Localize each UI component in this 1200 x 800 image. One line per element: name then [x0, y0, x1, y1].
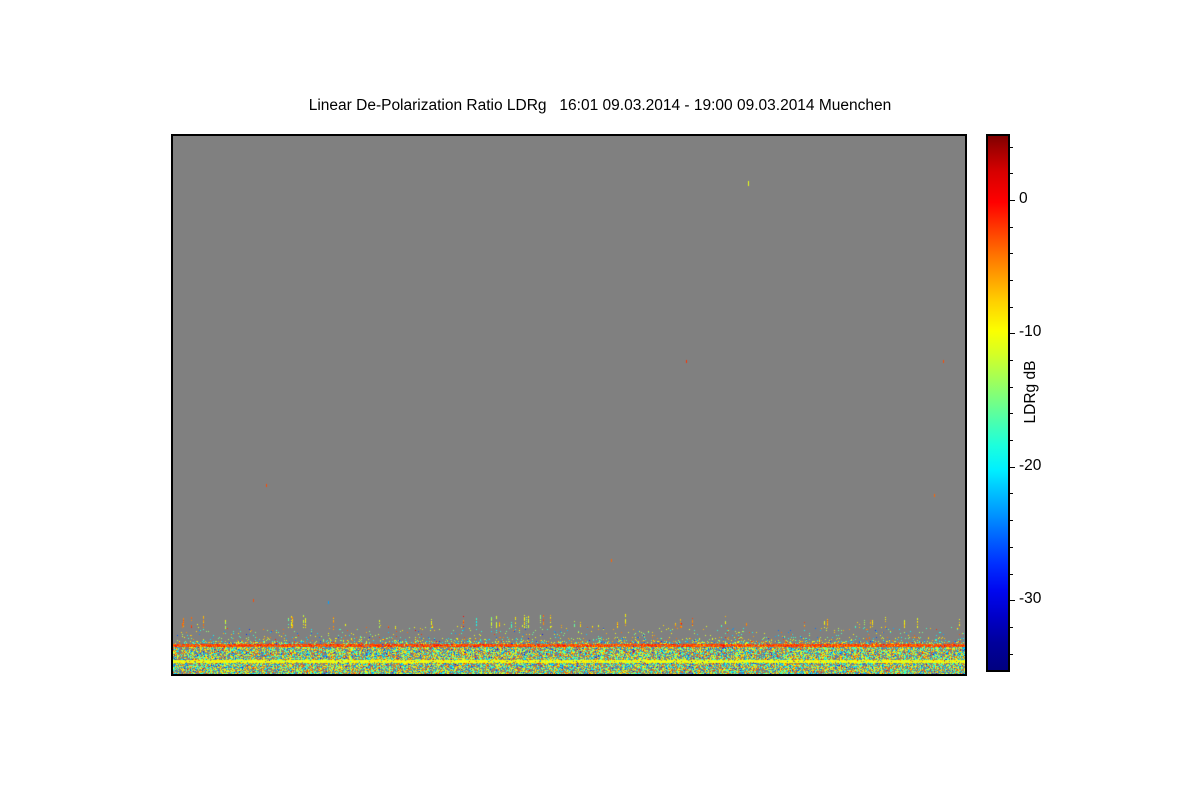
x-axis-minor-tick: [877, 674, 878, 676]
x-axis-minor-tick: [390, 674, 391, 676]
colorbar-minor-tick: [1010, 386, 1013, 388]
x-axis-minor-tick-top: [390, 134, 391, 136]
x-axis-minor-tick-top: [700, 134, 701, 136]
colorbar-tick-label: 0: [1019, 189, 1028, 207]
colorbar-minor-tick: [1010, 573, 1013, 575]
y-axis-minor-tick-right: [965, 634, 967, 635]
x-axis-minor-tick: [655, 674, 656, 676]
y-axis-minor-tick: [171, 174, 173, 175]
y-axis-tick: [171, 403, 173, 405]
x-axis-minor-tick: [744, 674, 745, 676]
colorbar-minor-tick: [1010, 253, 1013, 255]
y-axis-minor-tick-right: [965, 266, 967, 267]
colorbar-minor-tick: [1010, 333, 1013, 335]
x-axis-minor-tick-top: [788, 134, 789, 136]
y-axis-minor-tick: [171, 634, 173, 635]
x-axis-minor-tick: [611, 674, 612, 676]
colorbar-minor-tick: [1010, 546, 1013, 548]
colorbar-minor-tick: [1010, 466, 1013, 468]
x-axis-minor-tick: [832, 674, 833, 676]
y-axis-tick-right: [965, 311, 967, 313]
colorbar-gradient: [986, 134, 1010, 672]
y-axis-minor-tick: [171, 358, 173, 359]
y-axis-tick: [171, 495, 173, 497]
y-axis-tick-right: [965, 587, 967, 589]
colorbar-minor-tick: [1010, 653, 1013, 655]
colorbar-minor-tick: [1010, 306, 1013, 308]
x-axis-minor-tick: [257, 674, 258, 676]
x-axis-minor-tick: [523, 674, 524, 676]
y-axis-minor-tick: [171, 266, 173, 267]
x-axis-tick-top: [964, 134, 966, 136]
x-axis-minor-tick-top: [213, 134, 214, 136]
x-axis-minor-tick-top: [257, 134, 258, 136]
x-axis-minor-tick-top: [346, 134, 347, 136]
plot-area[interactable]: 24681016:3017:0017:3018:0018:3019:00Heig…: [171, 134, 967, 676]
x-axis-minor-tick-top: [434, 134, 435, 136]
colorbar-minor-tick: [1010, 520, 1013, 522]
x-axis-minor-tick: [921, 674, 922, 676]
y-axis-tick-right: [965, 495, 967, 497]
y-axis-minor-tick: [171, 542, 173, 543]
y-axis-minor-tick: [171, 450, 173, 451]
heatmap-canvas: [173, 136, 965, 674]
colorbar-minor-tick: [1010, 226, 1013, 228]
x-axis-minor-tick: [346, 674, 347, 676]
x-axis-tick: [433, 674, 435, 676]
x-axis-minor-tick-top: [744, 134, 745, 136]
x-axis-minor-tick: [788, 674, 789, 676]
x-axis-minor-tick-top: [478, 134, 479, 136]
y-axis-tick-right: [965, 403, 967, 405]
y-axis-tick: [171, 311, 173, 313]
y-axis-tick: [171, 587, 173, 589]
y-axis-minor-tick-right: [965, 450, 967, 451]
y-axis-minor-tick-right: [965, 542, 967, 543]
colorbar-minor-tick: [1010, 280, 1013, 281]
x-axis-tick: [831, 674, 833, 676]
colorbar-minor-tick: [1010, 146, 1013, 148]
x-axis-tick: [699, 674, 701, 676]
colorbar-tick-label: -30: [1019, 590, 1042, 608]
y-axis-minor-tick-right: [965, 358, 967, 359]
x-axis-minor-tick: [213, 674, 214, 676]
page-title: Linear De-Polarization Ratio LDRg 16:01 …: [308, 97, 892, 114]
colorbar-minor-tick: [1010, 440, 1013, 442]
x-axis-minor-tick: [434, 674, 435, 676]
colorbar-minor-tick: [1010, 493, 1013, 495]
colorbar-tick-label: -10: [1019, 323, 1042, 341]
x-axis-minor-tick-top: [567, 134, 568, 136]
x-axis-minor-tick-top: [921, 134, 922, 136]
colorbar-tick-label: -20: [1019, 456, 1042, 474]
x-axis-minor-tick-top: [877, 134, 878, 136]
x-axis-minor-tick: [301, 674, 302, 676]
x-axis-minor-tick-top: [611, 134, 612, 136]
x-axis-minor-tick-top: [832, 134, 833, 136]
x-axis-tick: [964, 674, 966, 676]
x-axis-minor-tick: [567, 674, 568, 676]
colorbar-minor-tick: [1010, 173, 1013, 175]
colorbar-minor-tick: [1010, 199, 1013, 201]
colorbar[interactable]: LDRg dB 0 -10 -20 -30: [986, 134, 1041, 672]
y-axis-tick-right: [965, 219, 967, 221]
x-axis-minor-tick-top: [655, 134, 656, 136]
x-axis-minor-tick: [478, 674, 479, 676]
colorbar-minor-tick: [1010, 600, 1013, 602]
colorbar-minor-tick: [1010, 413, 1013, 415]
colorbar-minor-tick: [1010, 360, 1013, 362]
x-axis-tick: [300, 674, 302, 676]
y-axis-tick: [171, 219, 173, 221]
colorbar-minor-tick: [1010, 626, 1013, 628]
x-axis-minor-tick-top: [523, 134, 524, 136]
x-axis-minor-tick-top: [301, 134, 302, 136]
x-axis-tick: [566, 674, 568, 676]
y-axis-minor-tick-right: [965, 174, 967, 175]
x-axis-minor-tick: [700, 674, 701, 676]
